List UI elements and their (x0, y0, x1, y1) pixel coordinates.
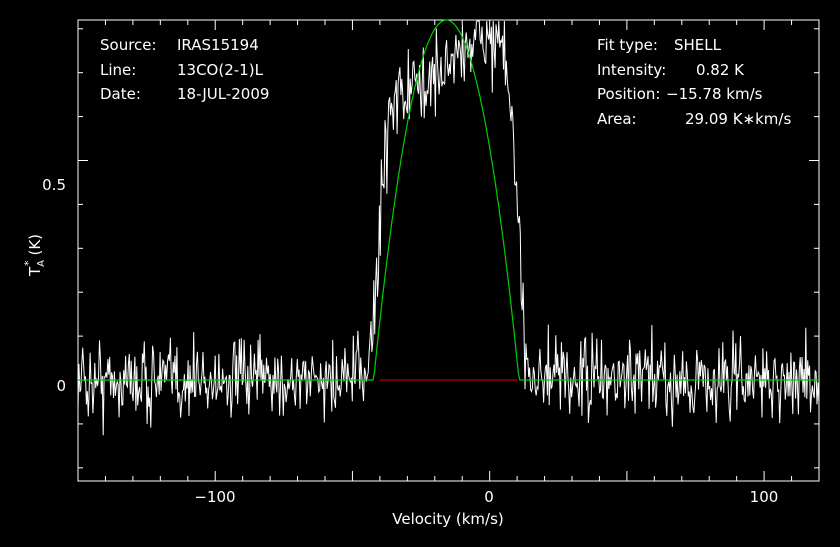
y-axis-label-sub: A (36, 260, 47, 267)
xtick-label-100: 100 (750, 488, 779, 506)
ytick-label-0: 0 (56, 377, 66, 395)
source-key: Source: (100, 36, 157, 54)
intensity-value: 0.82 K (696, 61, 745, 79)
position-key: Position: (597, 85, 660, 103)
fit-curve (78, 19, 819, 381)
spectrum-trace (77, 20, 820, 436)
x-axis-label: Velocity (km/s) (392, 510, 503, 528)
fit-type-value: SHELL (674, 36, 722, 54)
intensity-key: Intensity: (597, 61, 666, 79)
svg-text:TA*(K): TA* (K) (22, 234, 47, 277)
source-value: IRAS15194 (177, 36, 259, 54)
spectrum-line (77, 20, 820, 436)
xtick-label-minus100: −100 (194, 488, 235, 506)
area-key: Area: (597, 110, 637, 128)
y-axis-label-base: T (26, 266, 44, 277)
position-value: −15.78 km/s (666, 85, 763, 103)
y-axis-label-sup: * (22, 260, 35, 266)
y-axis-label-unit: (K) (26, 234, 44, 256)
xtick-label-0: 0 (484, 488, 494, 506)
line-value: 13CO(2-1)L (177, 61, 264, 79)
date-key: Date: (100, 85, 141, 103)
tick-marks (77, 20, 820, 481)
ytick-label-0.5: 0.5 (42, 176, 66, 194)
line-key: Line: (100, 61, 136, 79)
y-axis-label: TA* (K) (22, 234, 47, 277)
fit-type-key: Fit type: (597, 36, 658, 54)
area-value: 29.09 K∗km/s (685, 110, 791, 128)
date-value: 18-JUL-2009 (177, 85, 269, 103)
shell-fit-curve (78, 19, 819, 381)
